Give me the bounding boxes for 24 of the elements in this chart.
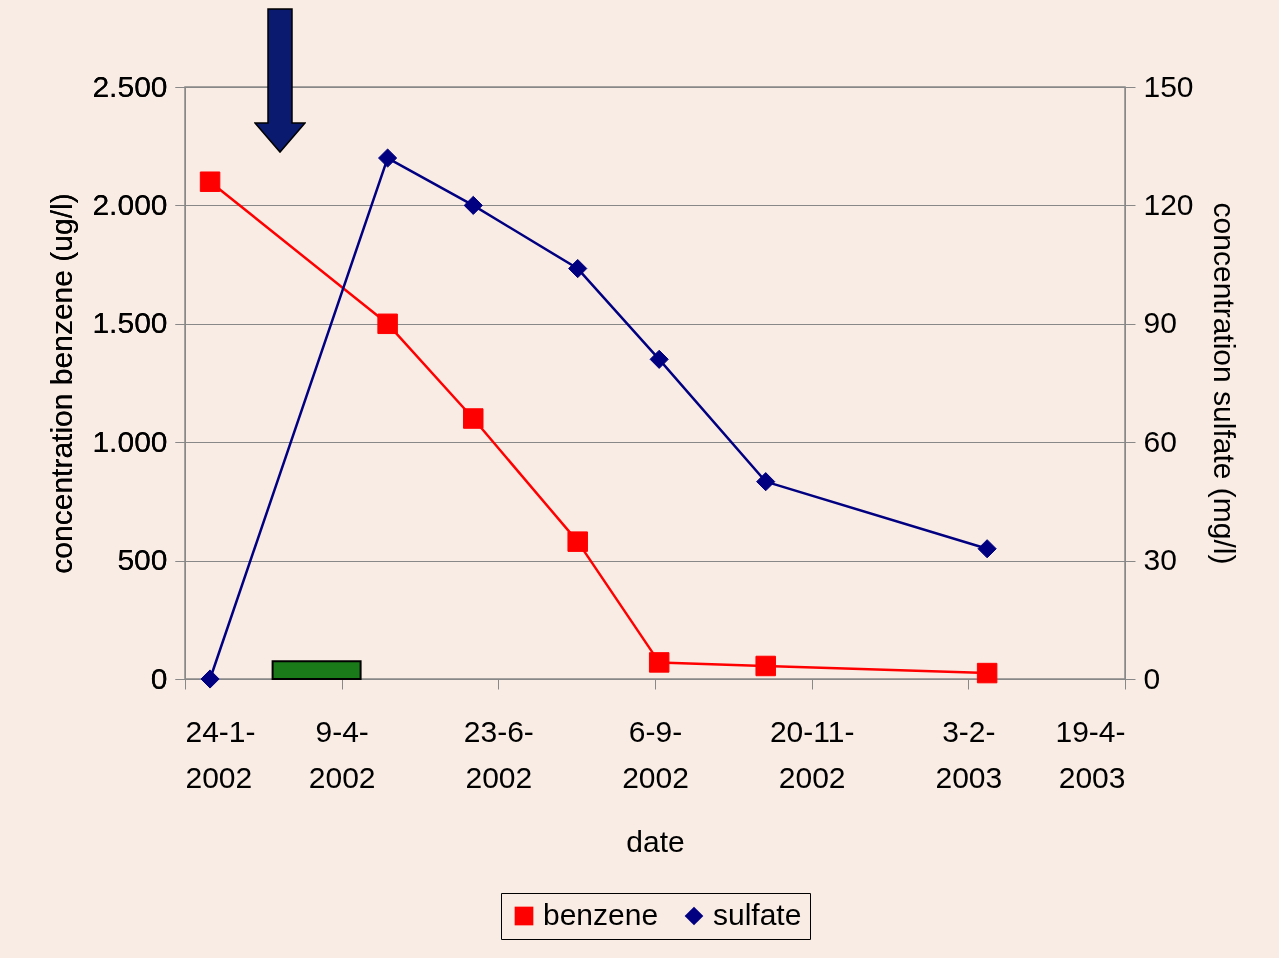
y-tick-label: 2.500	[92, 69, 168, 103]
x-tick-label: 20-11-2002	[769, 714, 855, 794]
x-tick-label: 9-4-2002	[308, 714, 376, 794]
y-tick-label: 0	[150, 661, 168, 695]
y2-tick-label: 30	[1143, 543, 1177, 577]
y2-tick-label: 150	[1143, 69, 1194, 103]
y-tick-label: 2.000	[92, 187, 168, 221]
y-tick-label: 1.000	[92, 424, 168, 458]
y2-tick-label: 120	[1143, 187, 1194, 221]
y-tick-label: 500	[117, 543, 168, 577]
x-tick-label: 24-1-2002	[185, 714, 256, 794]
y-axis-title: concentration benzene (ug/l)	[45, 193, 79, 574]
legend-label: sulfate	[713, 898, 802, 931]
x-tick-label: 23-6-2002	[463, 714, 534, 794]
x-tick-label: 3-2-2003	[935, 714, 1003, 794]
y-tick-label: 1.500	[92, 306, 168, 340]
y2-tick-label: 0	[1143, 661, 1161, 695]
y2-tick-label: 90	[1143, 306, 1177, 340]
x-axis-title: date	[626, 824, 685, 858]
x-tick-label: 19-4-2003	[1055, 714, 1126, 794]
legend-label: benzene	[543, 898, 659, 931]
x-tick-label: 6-9-2002	[622, 714, 689, 794]
y2-axis-title: concentration sulfate (mg/l)	[1207, 202, 1241, 565]
y2-tick-label: 60	[1143, 424, 1177, 458]
